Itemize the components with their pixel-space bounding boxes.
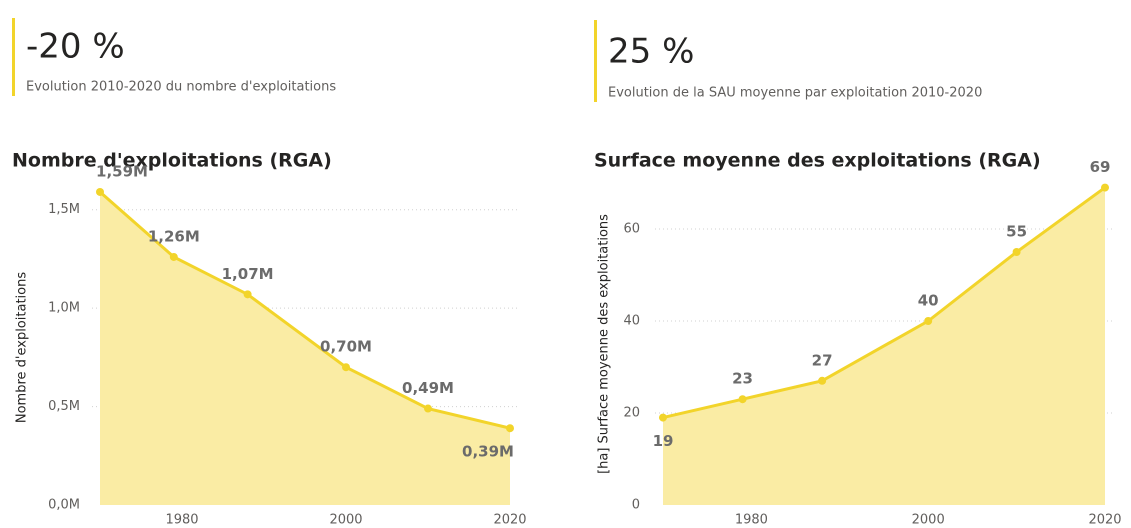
point — [818, 376, 827, 385]
line — [662, 186, 1106, 420]
point — [1101, 183, 1109, 192]
data-label: 69 — [1090, 158, 1111, 176]
data-label: 0,39M — [462, 443, 514, 461]
point — [243, 290, 252, 299]
data-label: 23 — [732, 370, 753, 388]
data-label: 1,07M — [222, 265, 274, 283]
kpi-label: Evolution 2010-2020 du nombre d'exploita… — [26, 80, 336, 95]
x-tick-label: 2020 — [493, 513, 526, 528]
data-label: 40 — [918, 292, 939, 310]
kpi-label: Evolution de la SAU moyenne par exploita… — [608, 86, 982, 101]
y-tick-label: 1,0M — [48, 301, 80, 316]
y-axis-title: Nombre d'exploitations — [15, 272, 30, 423]
x-tick-label: 1980 — [735, 513, 768, 528]
data-label: 27 — [812, 351, 833, 369]
data-label: 1,26M — [148, 227, 200, 245]
kpi-value: 25 % — [608, 32, 694, 72]
point — [659, 413, 667, 422]
kpi-accent — [594, 20, 597, 102]
y-tick-label: 20 — [623, 406, 640, 421]
point — [506, 424, 514, 433]
point — [1012, 248, 1021, 256]
data-label: 0,49M — [402, 379, 454, 397]
point — [169, 252, 178, 261]
y-tick-label: 0,0M — [48, 498, 80, 513]
x-tick-label: 2000 — [912, 513, 945, 528]
kpi-accent — [12, 18, 15, 96]
chart-title: Surface moyenne des exploitations (RGA) — [594, 150, 1041, 172]
y-tick-label: 0,5M — [48, 399, 80, 414]
point — [424, 404, 432, 413]
line — [99, 190, 511, 430]
chart-title: Nombre d'exploitations (RGA) — [12, 150, 332, 172]
y-tick-label: 1,5M — [48, 202, 80, 217]
y-axis-title: [ha] Surface moyenne des exploitations — [597, 214, 612, 474]
y-tick-label: 40 — [623, 314, 640, 329]
y-tick-label: 60 — [623, 222, 640, 237]
point — [342, 363, 350, 372]
y-tick-label: 0 — [632, 498, 640, 513]
x-tick-label: 2000 — [329, 513, 362, 528]
data-label: 0,70M — [320, 338, 372, 356]
point — [96, 187, 104, 196]
area — [100, 191, 510, 505]
point — [738, 395, 747, 404]
data-label: 19 — [653, 432, 674, 450]
x-tick-label: 2020 — [1088, 513, 1121, 528]
point — [924, 317, 933, 325]
kpi-value: -20 % — [26, 27, 125, 67]
data-label: 55 — [1006, 223, 1027, 241]
data-label: 1,59M — [96, 162, 148, 180]
x-tick-label: 1980 — [165, 513, 198, 528]
